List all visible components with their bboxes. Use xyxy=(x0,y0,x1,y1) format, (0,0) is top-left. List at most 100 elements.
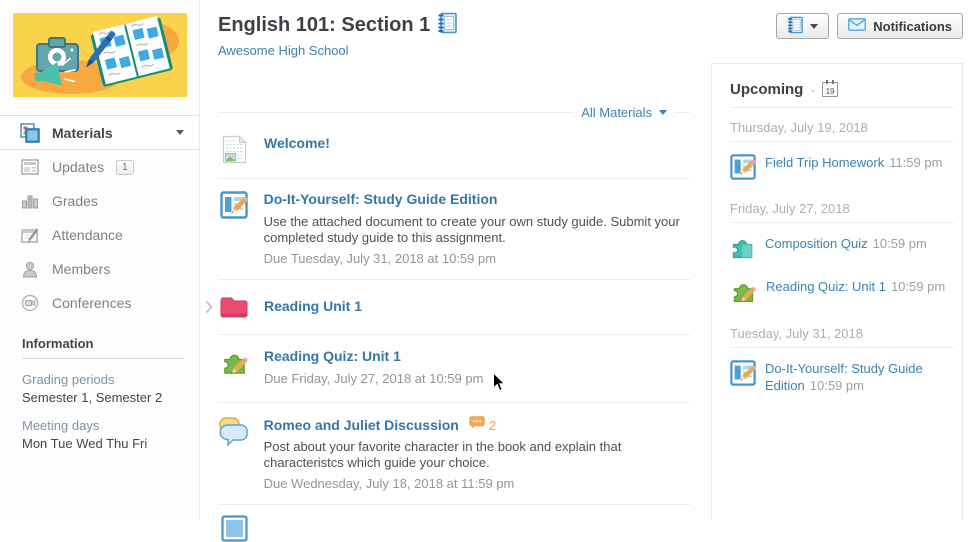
material-row-assignment: Do-It-Yourself: Study Guide Edition Use … xyxy=(218,179,690,280)
divider xyxy=(730,347,954,348)
notifications-button-label: Notifications xyxy=(873,18,952,34)
course-options-button[interactable] xyxy=(776,13,830,39)
notifications-button[interactable]: Notifications xyxy=(837,13,963,39)
quiz-green-icon xyxy=(730,278,757,310)
comment-icon xyxy=(469,416,485,434)
upcoming-event: Do-It-Yourself: Study Guide Edition 10:59… xyxy=(730,360,954,394)
assignment-icon xyxy=(730,154,756,185)
sidebar-item-conferences[interactable]: Conferences xyxy=(0,286,199,320)
envelope-icon xyxy=(848,18,867,34)
school-link[interactable]: Awesome High School xyxy=(218,43,349,58)
assignment-icon xyxy=(218,191,250,266)
sidebar-item-label: Materials xyxy=(52,124,113,141)
upcoming-heading: Upcoming xyxy=(730,81,804,98)
divider xyxy=(218,112,575,113)
attendance-icon xyxy=(20,227,40,244)
folder-icon xyxy=(218,294,250,319)
discussion-icon xyxy=(218,416,250,491)
divider xyxy=(674,112,690,113)
materials-filter-row: All Materials xyxy=(218,105,690,120)
information-section: Information Grading periods Semester 1, … xyxy=(0,336,199,451)
main-content: English 101: Section 1 Awesome High Scho… xyxy=(205,0,690,542)
sidebar-item-materials[interactable]: Materials xyxy=(0,115,199,150)
meeting-days-label: Meeting days xyxy=(22,418,100,433)
event-link[interactable]: Composition Quiz xyxy=(765,236,868,251)
divider xyxy=(730,222,954,223)
grades-icon xyxy=(20,193,40,209)
sidebar-item-label: Conferences xyxy=(52,295,132,311)
course-image xyxy=(13,13,187,102)
materials-icon xyxy=(20,122,40,143)
caret-down-icon[interactable] xyxy=(659,110,667,115)
material-row-discussion: Romeo and Juliet Discussion 2 Post about… xyxy=(218,403,690,505)
sidebar-item-grades[interactable]: Grades xyxy=(0,184,199,218)
material-row-partial xyxy=(218,505,690,542)
quiz-green-icon xyxy=(218,348,250,386)
calendar-peg xyxy=(826,80,829,84)
caret-down-icon xyxy=(176,130,184,135)
page-title: English 101: Section 1 xyxy=(218,14,431,36)
caret-down-icon xyxy=(810,23,819,29)
sidebar-item-label: Updates xyxy=(52,159,105,175)
header-actions: Notifications xyxy=(776,13,963,39)
notebook-icon xyxy=(787,16,804,37)
upcoming-date: Tuesday, July 31, 2018 xyxy=(730,326,863,341)
sidebar-item-label: Attendance xyxy=(52,227,123,243)
event-link[interactable]: Reading Quiz: Unit 1 xyxy=(766,279,886,294)
comments-chip[interactable]: 2 xyxy=(469,416,496,434)
event-time: 10:59 pm xyxy=(809,378,864,393)
assignment-icon xyxy=(730,360,756,391)
comment-count: 2 xyxy=(488,417,497,433)
material-row-welcome: Welcome! xyxy=(218,120,690,179)
grading-periods-label: Grading periods xyxy=(22,372,115,387)
material-link[interactable]: Reading Quiz: Unit 1 xyxy=(264,348,401,364)
material-description: Use the attached document to create your… xyxy=(263,214,680,245)
calendar-peg xyxy=(832,80,835,84)
material-due-date: Due Tuesday, July 31, 2018 at 10:59 pm xyxy=(263,251,497,266)
upcoming-date: Friday, July 27, 2018 xyxy=(730,201,850,216)
chevron-right-icon[interactable] xyxy=(205,300,213,319)
calendar-icon[interactable]: 19 xyxy=(822,80,839,97)
notebook-icon xyxy=(437,12,458,39)
event-time: 11:59 pm xyxy=(889,155,943,170)
conferences-icon xyxy=(20,294,40,312)
sidebar-item-updates[interactable]: Updates 1 xyxy=(0,150,199,184)
event-link[interactable]: Field Trip Homework xyxy=(765,155,885,170)
material-link[interactable]: Reading Unit 1 xyxy=(264,297,363,314)
sidebar-item-members[interactable]: Members xyxy=(0,252,199,286)
updates-icon xyxy=(20,159,40,175)
page-icon xyxy=(218,135,250,164)
material-due-date: Due Friday, July 27, 2018 at 10:59 pm xyxy=(264,371,484,386)
calendar-day: 19 xyxy=(825,87,835,96)
material-link[interactable]: Welcome! xyxy=(264,135,330,151)
event-time: 10:59 pm xyxy=(890,279,946,294)
material-description: Post about your favorite character in th… xyxy=(263,439,622,470)
event-time: 10:59 pm xyxy=(872,236,927,251)
sidebar-item-label: Members xyxy=(52,261,111,277)
sidebar-item-label: Grades xyxy=(52,193,98,209)
upcoming-event: Field Trip Homework 11:59 pm xyxy=(730,154,954,185)
information-heading: Information xyxy=(22,336,94,351)
course-nav: Materials Updates 1 xyxy=(0,115,199,320)
updates-count-badge: 1 xyxy=(116,159,134,175)
divider xyxy=(730,141,954,142)
separator-dot: · xyxy=(810,81,816,98)
upcoming-event: Composition Quiz 10:59 pm xyxy=(730,235,954,266)
material-due-date: Due Wednesday, July 18, 2018 at 11:59 pm xyxy=(263,476,515,491)
event-link[interactable]: Do-It-Yourself: Study Guide Edition xyxy=(765,361,923,393)
sidebar-item-attendance[interactable]: Attendance xyxy=(0,218,199,252)
material-link[interactable]: Do-It-Yourself: Study Guide Edition xyxy=(263,191,498,207)
meeting-days-value: Mon Tue Wed Thu Fri xyxy=(22,436,148,451)
upcoming-panel: Upcoming · 19 Thursday, July 19, 2018 xyxy=(711,63,963,520)
material-row-quiz: Reading Quiz: Unit 1 Due Friday, July 27… xyxy=(218,335,690,403)
material-row-folder: Reading Unit 1 xyxy=(205,280,690,335)
course-sidebar: Materials Updates 1 xyxy=(0,0,200,520)
upcoming-event: Reading Quiz: Unit 1 10:59 pm xyxy=(730,278,954,310)
grading-periods-value: Semester 1, Semester 2 xyxy=(22,390,163,405)
quiz-blue-icon xyxy=(218,515,250,542)
divider xyxy=(730,107,954,108)
material-link[interactable]: Romeo and Juliet Discussion xyxy=(263,417,459,433)
quiz-teal-icon xyxy=(730,235,756,266)
all-materials-dropdown[interactable]: All Materials xyxy=(581,105,652,120)
divider xyxy=(22,358,184,359)
